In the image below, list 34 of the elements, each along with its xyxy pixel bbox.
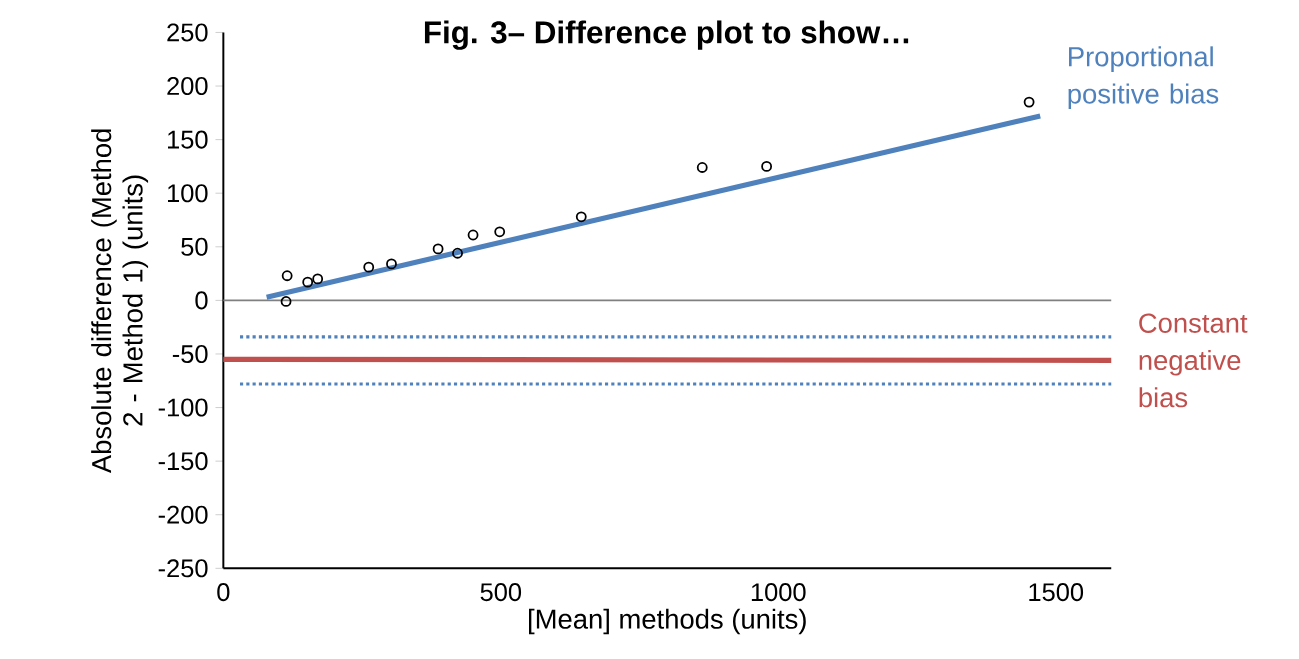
y-tick-label: 250 xyxy=(167,23,208,42)
point xyxy=(363,261,375,273)
point xyxy=(280,296,292,307)
point xyxy=(281,270,293,282)
y-tick-label: -250 xyxy=(158,559,208,578)
x-tick-label: 1500 xyxy=(1029,583,1084,602)
y-tick-label: -200 xyxy=(158,505,208,524)
y-tick-label: 150 xyxy=(168,130,208,149)
x-tick-label: 500 xyxy=(480,583,522,602)
y-tick-label: 0 xyxy=(195,291,208,310)
point xyxy=(452,247,463,259)
point xyxy=(494,226,506,238)
y-tick-label: 50 xyxy=(181,237,208,256)
x-axis-title: [Mean] methods (units) xyxy=(529,608,806,635)
y-tick-label: 200 xyxy=(167,77,208,96)
point xyxy=(467,229,479,241)
point xyxy=(432,243,444,255)
series-label: Proportional positive bias xyxy=(1068,46,1219,110)
y-axis-title: Absolute difference (Method 2 - Method 1) (units) xyxy=(91,129,149,474)
point xyxy=(761,161,773,172)
y-tick-label: -50 xyxy=(172,345,208,364)
y-tick-label: 100 xyxy=(168,184,208,203)
point xyxy=(696,162,708,174)
point xyxy=(1023,96,1035,108)
y-tick-label: -150 xyxy=(158,452,208,471)
chart-title: Fig. 3– Difference plot to show… xyxy=(424,20,909,50)
y-tick-label: -100 xyxy=(158,398,208,417)
point xyxy=(312,273,324,285)
point xyxy=(302,276,314,288)
x-tick-label: 0 xyxy=(217,583,230,602)
x-tick-label: 1000 xyxy=(751,583,806,602)
series-label: Constant negative bias xyxy=(1139,313,1248,408)
point xyxy=(386,258,397,270)
point xyxy=(575,211,587,223)
